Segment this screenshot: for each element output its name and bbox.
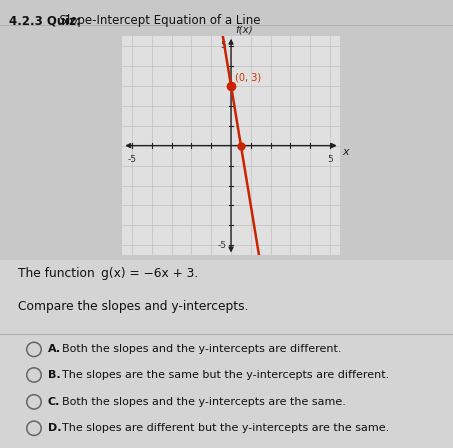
Text: Compare the slopes and y-intercepts.: Compare the slopes and y-intercepts. [18,300,249,313]
Text: 4.2.3 Quiz:: 4.2.3 Quiz: [9,14,81,27]
Text: x: x [343,146,349,157]
Text: B.: B. [48,370,60,380]
Text: D.: D. [48,423,61,433]
Text: -5: -5 [128,155,137,164]
Text: The slopes are different but the y-intercepts are the same.: The slopes are different but the y-inter… [62,423,389,433]
Text: -5: -5 [217,241,226,250]
Text: 5: 5 [327,155,333,164]
Text: A.: A. [48,345,61,354]
Text: Slope-Intercept Equation of a Line: Slope-Intercept Equation of a Line [52,14,260,27]
Text: f(x): f(x) [235,25,253,35]
Text: The slopes are the same but the y-intercepts are different.: The slopes are the same but the y-interc… [62,370,389,380]
Text: (0, 3): (0, 3) [235,73,261,83]
Text: Both the slopes and the y-intercepts are different.: Both the slopes and the y-intercepts are… [62,345,342,354]
Text: Both the slopes and the y-intercepts are the same.: Both the slopes and the y-intercepts are… [62,397,346,407]
Text: C.: C. [48,397,60,407]
Text: 5: 5 [220,41,226,50]
Text: The function  g(x) = −6x + 3.: The function g(x) = −6x + 3. [18,267,198,280]
